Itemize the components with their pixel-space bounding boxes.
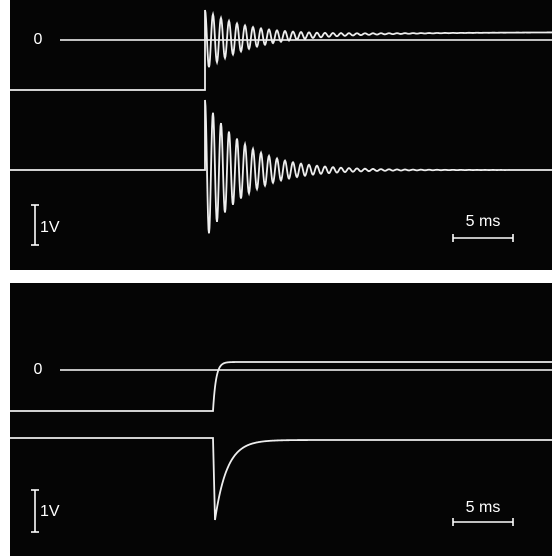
zero-label: 0 — [34, 31, 43, 48]
figure: 0 1V 5 ms 0 1V — [0, 0, 560, 556]
panel-top: 0 1V 5 ms — [10, 0, 552, 270]
panel-bottom: 0 1V 5 ms — [10, 283, 552, 556]
zero-label: 0 — [34, 361, 43, 378]
page: 0 1V 5 ms 0 1V — [0, 0, 560, 556]
voltage-scale-label: 1V — [40, 503, 60, 520]
voltage-scale-label: 1V — [40, 219, 60, 236]
time-scale-label: 5 ms — [466, 499, 501, 516]
time-scale-label: 5 ms — [466, 213, 501, 230]
